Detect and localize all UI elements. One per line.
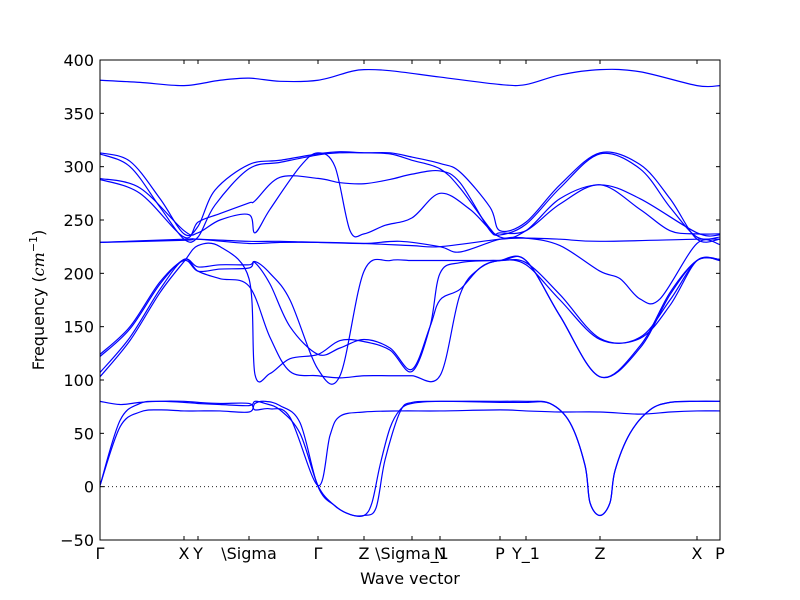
- x-tick-label: Z: [595, 544, 606, 563]
- band-line-7: [100, 236, 720, 305]
- x-tick-label: Γ: [314, 544, 323, 563]
- x-tick-label: \Sigma: [221, 544, 277, 563]
- x-tick-label: Y_1: [511, 544, 540, 564]
- y-tick-label: 0: [84, 478, 94, 497]
- band-line-1: [100, 68, 720, 88]
- band-line-13: [100, 400, 720, 518]
- y-tick-label: −50: [60, 531, 94, 550]
- series-layer: [100, 68, 720, 518]
- band-line-14: [100, 400, 720, 487]
- band-line-9: [100, 256, 720, 371]
- band-line-10: [100, 255, 720, 383]
- x-tick-labels: Γ X Y \Sigma Γ Z \Sigma_1N P Y_1 Z X P: [96, 544, 726, 564]
- y-tick-label: 50: [74, 424, 94, 443]
- y-tick-label: 200: [63, 264, 94, 283]
- x-tick-label: N: [434, 544, 446, 563]
- y-axis-title-exponent: −1: [27, 236, 40, 252]
- band-line-2: [100, 151, 720, 243]
- y-axis-title: Frequency (cm−1): [27, 230, 48, 371]
- plot-frame: [99, 59, 721, 541]
- band-line-3: [100, 151, 720, 243]
- band-line-12: [100, 400, 720, 517]
- y-tick-label: 100: [63, 371, 94, 390]
- x-tick-label: Γ: [96, 544, 105, 563]
- y-axis-title-unit: cm: [29, 252, 48, 276]
- band-line-8: [100, 256, 720, 385]
- y-tick-label: 400: [63, 51, 94, 70]
- x-tick-label: \Sigma_1: [375, 544, 449, 564]
- y-tick-label: 150: [63, 318, 94, 337]
- band-line-5: [100, 170, 720, 239]
- x-tick-label: P: [495, 544, 505, 563]
- band-line-11: [100, 242, 720, 383]
- y-tick-label: 250: [63, 211, 94, 230]
- x-tick-label: Y: [192, 544, 203, 563]
- x-tick-label: X: [179, 544, 190, 563]
- x-tick-label: Z: [359, 544, 370, 563]
- x-tick-label: X: [692, 544, 703, 563]
- y-tick-label: 300: [63, 158, 94, 177]
- band-line-4: [100, 152, 720, 240]
- y-tick-label: 350: [63, 104, 94, 123]
- y-tick-labels: −50 0 50 100 150 200 250 300 350 400: [60, 51, 94, 550]
- y-axis-title-suffix: ): [29, 230, 48, 236]
- y-axis-title-prefix: Frequency (: [29, 276, 48, 370]
- x-tick-label: P: [715, 544, 725, 563]
- y-tick-marks: [100, 59, 720, 541]
- x-axis-title: Wave vector: [360, 569, 460, 588]
- x-tick-marks: [99, 60, 721, 540]
